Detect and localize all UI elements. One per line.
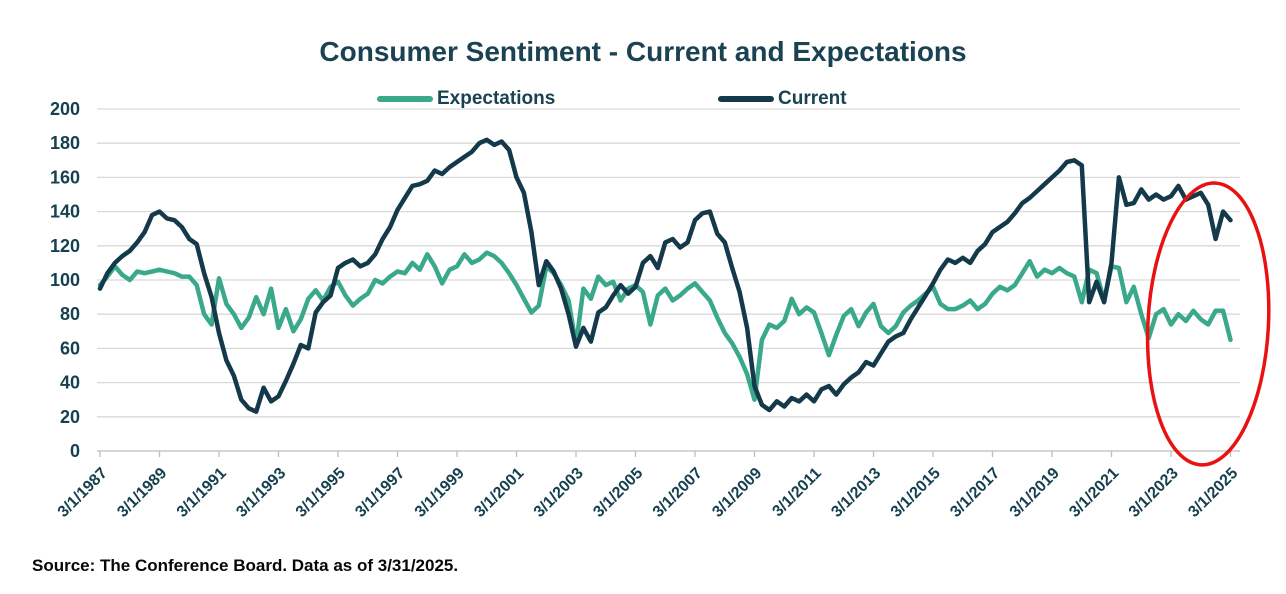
x-tick-label: 3/1/2013 xyxy=(828,465,884,521)
series-line-expectations xyxy=(97,250,1233,402)
x-axis-labels: 3/1/1987 3/1/1989 3/1/1991 3/1/1993 3/1/1995… xyxy=(55,465,1242,521)
x-tick-label: 3/1/1997 xyxy=(352,465,408,521)
x-tick-label: 3/1/1999 xyxy=(412,465,468,521)
y-axis-labels: 0 20 40 60 80 100 120 140 160 180 200 xyxy=(50,99,80,461)
y-tick-label: 180 xyxy=(50,133,80,153)
legend-item-expectations: Expectations xyxy=(377,86,555,112)
y-tick-label: 80 xyxy=(60,304,80,324)
legend-label-expectations: Expectations xyxy=(437,88,556,109)
x-tick-label: 3/1/2023 xyxy=(1126,465,1182,521)
legend-label-current: Current xyxy=(778,88,847,109)
y-tick-label: 160 xyxy=(50,167,80,187)
x-tick-label: 3/1/1993 xyxy=(233,465,289,521)
x-tick-label: 3/1/2017 xyxy=(947,465,1003,521)
chart-title: Consumer Sentiment - Current and Expecta… xyxy=(319,36,967,67)
x-tick-label: 3/1/2011 xyxy=(769,465,825,521)
x-tick-label: 3/1/2015 xyxy=(888,465,944,521)
y-tick-label: 140 xyxy=(50,202,80,222)
x-tick-label: 3/1/2003 xyxy=(531,465,587,521)
y-tick-label: 60 xyxy=(60,338,80,358)
x-tick-label: 3/1/2019 xyxy=(1007,465,1063,521)
x-tick-label: 3/1/2021 xyxy=(1066,465,1122,521)
x-tick-label: 3/1/2007 xyxy=(650,465,706,521)
highlight-ellipse xyxy=(1145,181,1271,467)
y-tick-label: 40 xyxy=(60,373,80,393)
series-line-current xyxy=(97,137,1233,414)
x-tick-label: 3/1/2005 xyxy=(590,465,646,521)
y-tick-label: 200 xyxy=(50,99,80,119)
chart-legend: Expectations Current xyxy=(0,86,1286,112)
y-tick-label: 20 xyxy=(60,407,80,427)
expectations-line-swatch xyxy=(377,96,433,102)
x-tick-label: 3/1/2001 xyxy=(471,465,527,521)
gridlines xyxy=(97,108,1240,418)
y-tick-label: 120 xyxy=(50,236,80,256)
x-tick-label: 3/1/2009 xyxy=(709,465,765,521)
x-tick-label: 3/1/1989 xyxy=(114,465,170,521)
x-tick-label: 3/1/2025 xyxy=(1185,465,1241,521)
source-note: Source: The Conference Board. Data as of… xyxy=(32,556,459,575)
x-tick-label: 3/1/1991 xyxy=(174,465,230,521)
y-tick-label: 100 xyxy=(50,270,80,290)
x-axis xyxy=(97,450,1240,457)
current-line-swatch xyxy=(718,96,774,102)
legend-item-current: Current xyxy=(718,86,847,112)
x-tick-label: 3/1/1995 xyxy=(293,465,349,521)
y-tick-label: 0 xyxy=(70,441,80,461)
x-tick-label: 3/1/1987 xyxy=(55,465,111,521)
